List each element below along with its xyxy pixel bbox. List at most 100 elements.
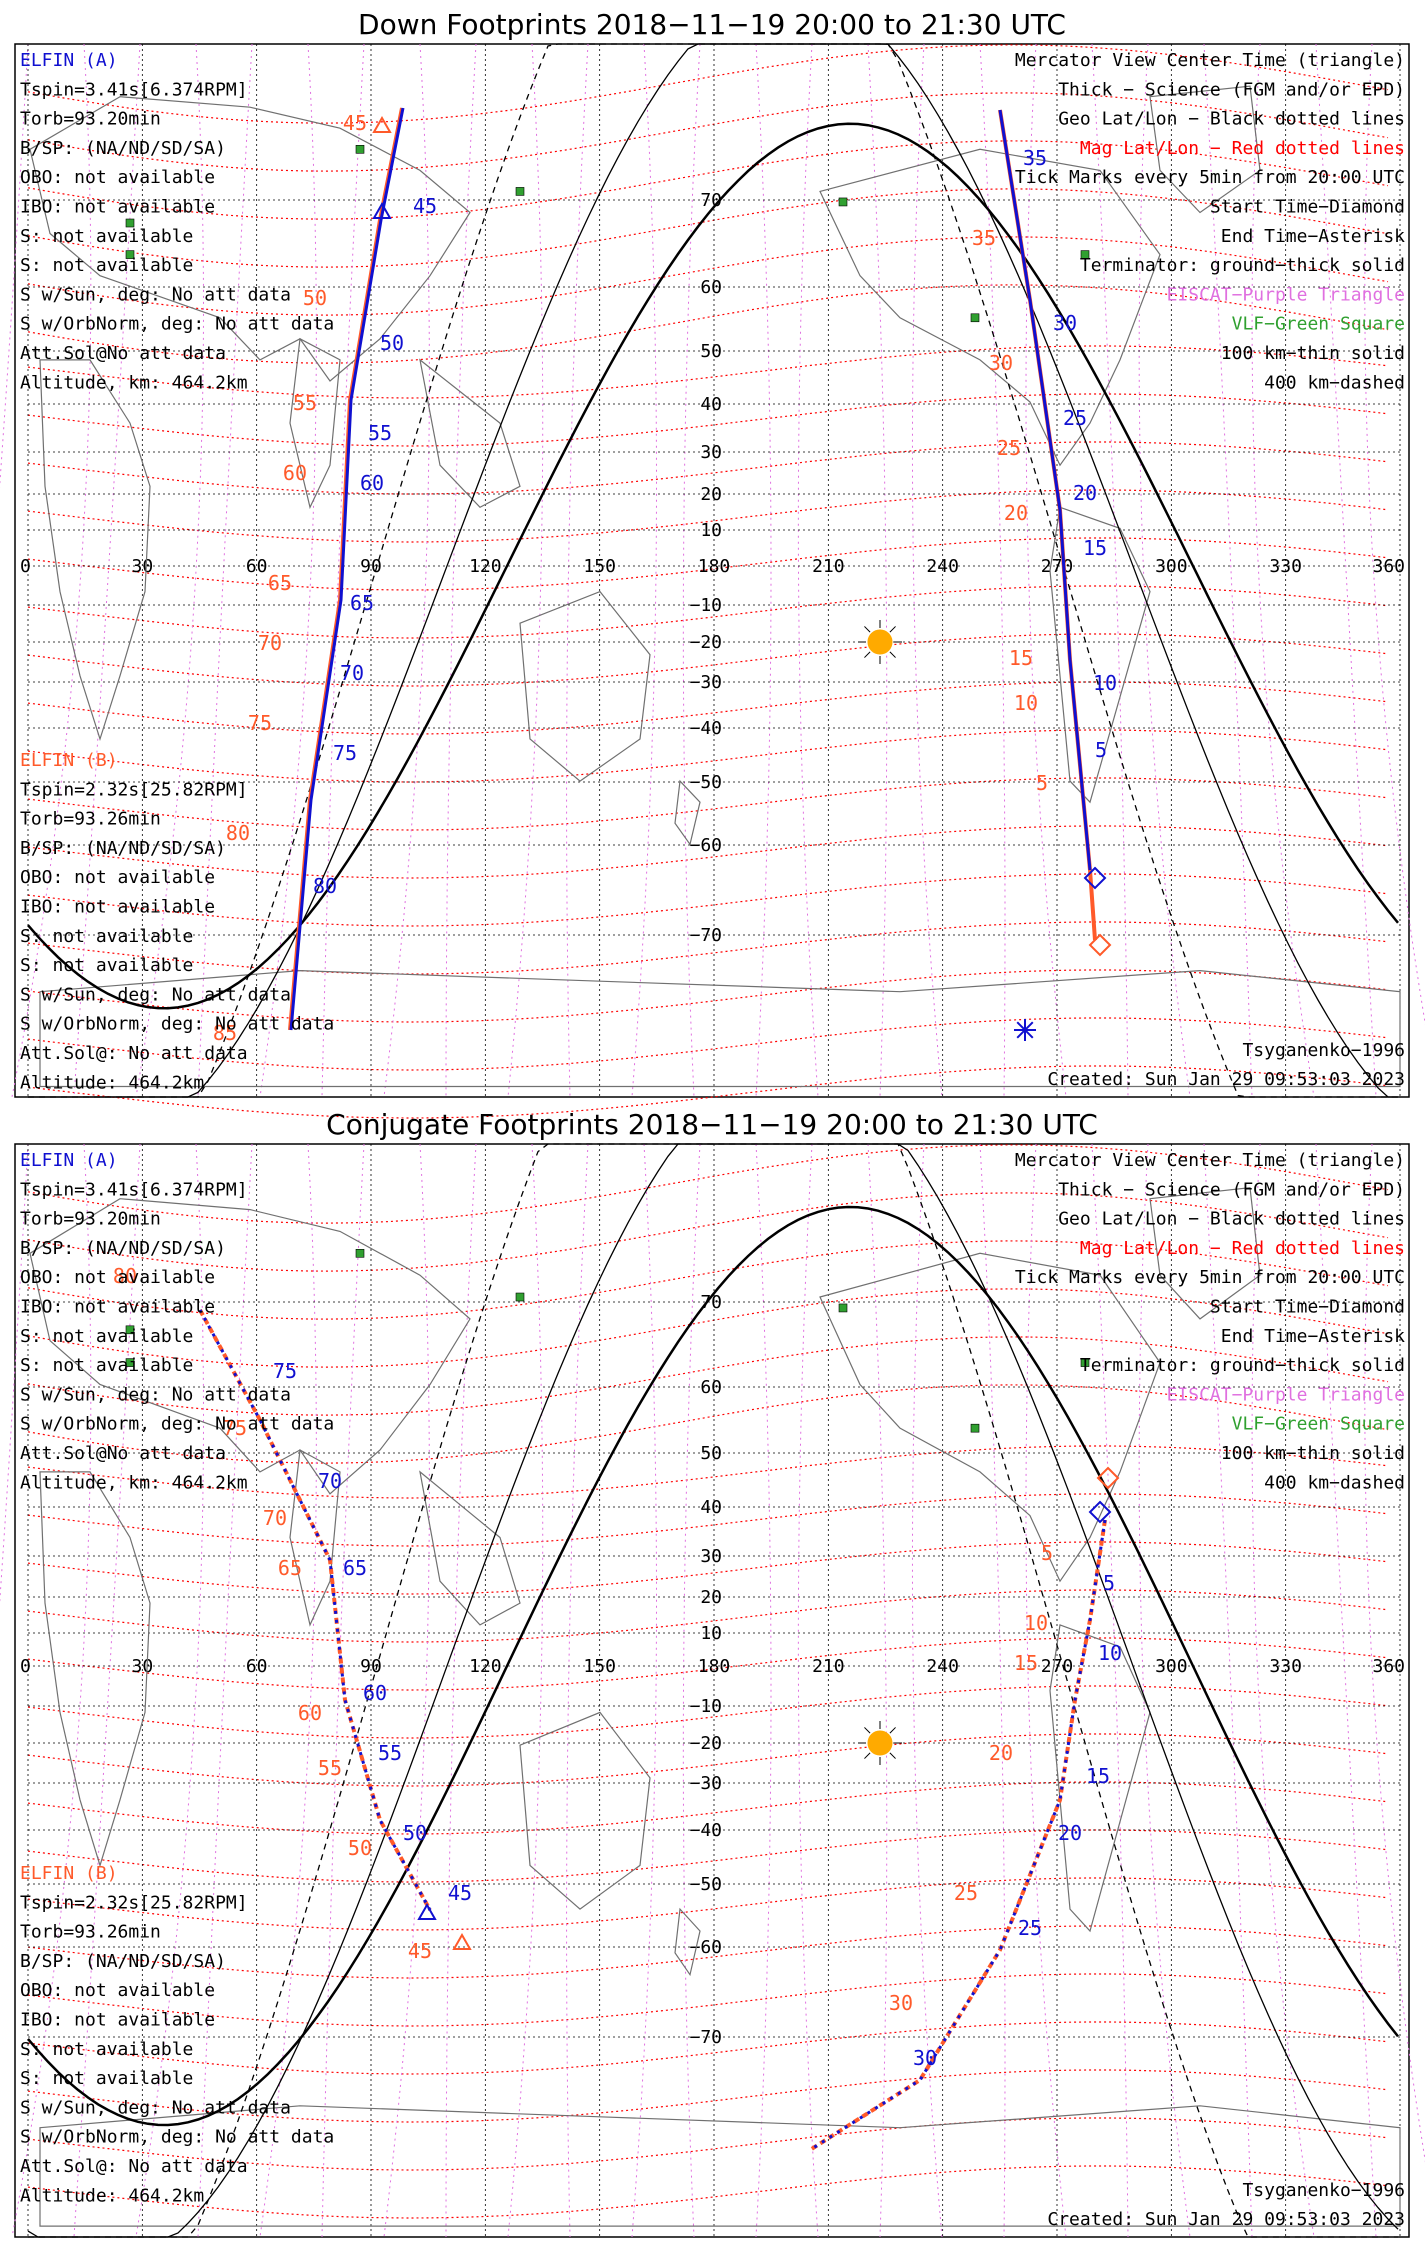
elfin-b-tick-label: 75 <box>248 711 272 735</box>
elfin-a-tick-label: 75 <box>273 1359 297 1383</box>
elfin-b-info-line: S: not available <box>20 955 193 976</box>
mag-lon-line <box>1138 1143 1191 2238</box>
terminator-400km <box>28 1143 1398 2238</box>
mag-lat-line <box>27 1144 1389 1224</box>
satellite-tracks: 4550556065707580455055606570758085353025… <box>213 107 1117 1045</box>
elfin-a-info-line: S w/Sun, deg: No att data <box>20 284 291 305</box>
vlf-square <box>125 218 135 228</box>
legend-line: Mercator View Center Time (triangle) <box>1015 1150 1405 1171</box>
legend-line: VLF−Green Square <box>1232 314 1405 335</box>
elfin-a2-tick-label: 20 <box>1058 1821 1082 1845</box>
elfin-a2-tick-label: 25 <box>1018 1916 1042 1940</box>
elfin-b2-tick-label: 25 <box>997 436 1021 460</box>
elfin-b-info-line: B/SP: (NA/ND/SD/SA) <box>20 838 226 859</box>
satellite-tracks: 45 50 55 60 65 70 75 45 50 55 60 65 70 75 80 5 10 15 20 25 3… <box>113 1264 1122 2152</box>
lon-tick-label: 180 <box>698 556 731 577</box>
vlf-square <box>125 250 135 259</box>
mag-lon-line <box>1138 43 1191 1098</box>
mag-lon-line <box>135 1143 204 2238</box>
elfin-b-info-line: S w/Sun, deg: No att data <box>20 2097 291 2118</box>
vlf-square <box>515 1292 525 1302</box>
elfin-b-info-line: B/SP: (NA/ND/SD/SA) <box>20 1951 226 1972</box>
created-timestamp: Created: Sun Jan 29 09:53:03 2023 <box>1047 2209 1405 2230</box>
elfin-a-info-line: S: not available <box>20 1355 193 1376</box>
elfin-b2-tick-label: 15 <box>1014 1651 1038 1675</box>
elfin-a-info-line: B/SP: (NA/ND/SD/SA) <box>20 1238 226 1259</box>
elfin-a-track <box>289 107 405 1031</box>
mag-lon-line <box>631 1143 657 2238</box>
elfin-a2-tick-label: 5 <box>1103 1571 1115 1595</box>
elfin-a-info-line: IBO: not available <box>20 1297 215 1318</box>
elfin-a-info-line: S w/OrbNorm, deg: No att data <box>20 1414 334 1435</box>
mag-lon-line <box>631 43 657 1098</box>
elfin-a2-tick-label: 30 <box>1053 311 1077 335</box>
coastline <box>819 148 1161 467</box>
elfin-b-info-line: Torb=93.26min <box>20 809 161 830</box>
lat-tick-label: 30 <box>700 442 722 463</box>
lat-tick-label: −70 <box>689 2027 722 2048</box>
mag-lon-line <box>566 1143 589 2238</box>
lat-tick-label: −10 <box>689 1696 722 1717</box>
map-grid: 0 30 60 90 120 150 180 210 240 270 300 330 360 70 60 50… <box>0 43 1425 1119</box>
elfin-b2-tick-label: 35 <box>972 226 996 250</box>
elfin-a-info-line: Att.Sol@No att data <box>20 1443 226 1464</box>
elfin-a-tick-label: 55 <box>378 1741 402 1765</box>
elfin-b-info-line: Altitude: 464.2km <box>20 2185 204 2206</box>
lat-tick-label: −50 <box>689 772 722 793</box>
lon-tick-label: 360 <box>1372 1656 1405 1677</box>
mag-lon-line <box>135 43 204 1098</box>
lat-tick-label: −20 <box>689 632 722 653</box>
lon-tick-label: 90 <box>360 1656 382 1677</box>
elfin-b-center-triangle <box>372 115 392 133</box>
elfin-a-tick-label: 80 <box>313 874 337 898</box>
coastline <box>519 590 651 782</box>
lat-tick-label: 60 <box>700 277 722 298</box>
elfin-a-info-line: Tspin=3.41s[6.374RPM] <box>20 79 248 100</box>
lat-tick-label: 70 <box>700 190 722 211</box>
vlf-square <box>970 313 980 323</box>
legend-line: EISCAT−Purple Triangle <box>1167 284 1405 305</box>
down-footprints-panel: Down Footprints 2018−11−19 20:00 to 21:3… <box>0 8 1425 1119</box>
elfin-a-start-diamond <box>1083 866 1107 890</box>
elfin-b2-tick-label: 25 <box>954 1881 978 1905</box>
elfin-b-info-line: Att.Sol@: No att data <box>20 2156 248 2177</box>
lon-tick-label: 240 <box>926 1656 959 1677</box>
elfin-b-tick-label: 50 <box>348 1836 372 1860</box>
elfin-b-info-line: S w/Sun, deg: No att data <box>20 984 291 1005</box>
elfin-a-info-line: B/SP: (NA/ND/SD/SA) <box>20 138 226 159</box>
elfin-a-info-line: Torb=93.20min <box>20 1209 161 1230</box>
elfin-b-info-line: Altitude: 464.2km <box>20 1072 204 1093</box>
elfin-b-tick-label: 60 <box>298 1701 322 1725</box>
elfin-a2-tick-label: 15 <box>1083 536 1107 560</box>
mag-lon-line <box>259 1143 317 2238</box>
lon-tick-label: 240 <box>926 556 959 577</box>
lon-tick-label: 120 <box>469 556 502 577</box>
legend-line: 100 km−thin solid <box>1221 1443 1405 1464</box>
mag-lat-line <box>27 92 1389 172</box>
elfin-a2-tick-label: 35 <box>1023 146 1047 170</box>
elfin-b-tick-label: 80 <box>113 1264 137 1288</box>
vlf-square <box>1080 1358 1090 1367</box>
coastline <box>419 358 521 509</box>
terminator-ground <box>27 1205 1399 2127</box>
mag-lat-line <box>27 1336 1389 1416</box>
elfin-b-track <box>288 107 404 1031</box>
coastlines <box>29 85 1401 1088</box>
legend-line: 100 km−thin solid <box>1221 343 1405 364</box>
vlf-square <box>125 1358 135 1367</box>
info-text: ELFIN (A) Tspin=3.41s[6.374RPM] Torb=93.20… <box>20 1150 1405 2230</box>
terminator-lines <box>27 1143 1399 2238</box>
elfin-a-center-triangle <box>372 201 392 219</box>
mag-lon-line <box>867 43 888 1098</box>
vlf-square <box>838 1303 848 1313</box>
lat-tick-label: 50 <box>700 1443 722 1464</box>
elfin-b-info-line: S w/OrbNorm, deg: No att data <box>20 1014 334 1035</box>
mag-lon-line <box>755 1143 772 2238</box>
lon-tick-label: 0 <box>20 556 31 577</box>
lat-tick-label: −20 <box>689 1733 722 1754</box>
elfin-a-info-line: OBO: not available <box>20 167 215 188</box>
elfin-a-info-line: S w/Sun, deg: No att data <box>20 1384 291 1405</box>
sun-icon <box>858 1721 902 1765</box>
lon-tick-label: 90 <box>360 556 382 577</box>
legend-line: Tick Marks every 5min from 20:00 UTC <box>1015 167 1405 188</box>
